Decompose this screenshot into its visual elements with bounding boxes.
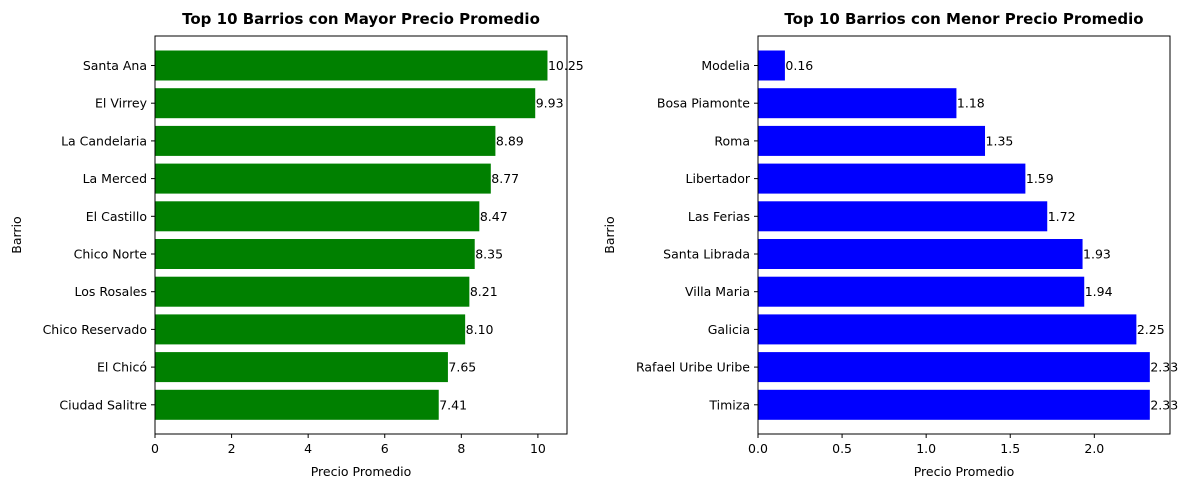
y-tick-label-2: Bosa Piamonte xyxy=(657,96,750,111)
data-label-1: 0.16 xyxy=(785,58,813,73)
bar-5 xyxy=(758,201,1048,232)
data-label-6: 8.35 xyxy=(475,247,503,262)
y-tick-label-1: Santa Ana xyxy=(83,58,147,73)
chart-panel-2: 0.16 Modelia 1.18 Bosa Piamonte 1.35 Roma 1.59… xyxy=(602,10,1178,479)
bar-2 xyxy=(758,88,957,119)
data-label-5: 8.47 xyxy=(480,209,508,224)
bar-4 xyxy=(155,163,491,194)
y-tick-label-10: Timiza xyxy=(708,397,750,412)
data-label-10: 2.33 xyxy=(1150,397,1178,412)
x-tick-label-4: 6 xyxy=(381,441,389,456)
x-tick-label-3: 1.0 xyxy=(916,441,936,456)
data-label-3: 8.89 xyxy=(496,133,524,148)
bar-5 xyxy=(155,201,480,232)
data-label-1: 10.25 xyxy=(548,58,584,73)
y-axis-label: Barrio xyxy=(9,216,24,253)
y-axis-label: Barrio xyxy=(602,216,617,253)
bar-6 xyxy=(758,239,1083,269)
data-label-9: 2.33 xyxy=(1150,360,1178,375)
bar-7 xyxy=(758,276,1085,307)
bar-3 xyxy=(155,125,496,156)
y-tick-label-10: Ciudad Salitre xyxy=(59,397,147,412)
data-label-9: 7.65 xyxy=(448,360,476,375)
y-tick-label-6: Chico Norte xyxy=(74,247,148,262)
bar-7 xyxy=(155,276,470,307)
bar-1 xyxy=(758,50,785,81)
bar-10 xyxy=(155,389,439,420)
y-tick-label-3: Roma xyxy=(714,133,750,148)
plot-frame xyxy=(757,35,1171,435)
y-tick-label-1: Modelia xyxy=(701,58,750,73)
bar-8 xyxy=(155,314,466,345)
bar-6 xyxy=(155,239,475,269)
y-tick-label-2: El Virrey xyxy=(95,96,148,111)
x-tick-label-5: 8 xyxy=(457,441,465,456)
data-label-2: 9.93 xyxy=(536,96,564,111)
x-tick-label-6: 10 xyxy=(530,441,546,456)
bar-9 xyxy=(155,352,448,383)
bar-4 xyxy=(758,163,1026,194)
x-axis-label: Precio Promedio xyxy=(311,464,412,479)
bar-2 xyxy=(155,88,536,119)
data-label-8: 2.25 xyxy=(1137,322,1165,337)
data-label-3: 1.35 xyxy=(986,133,1014,148)
data-label-4: 8.77 xyxy=(491,171,519,186)
data-label-6: 1.93 xyxy=(1083,247,1111,262)
y-tick-label-4: La Merced xyxy=(83,171,147,186)
data-label-4: 1.59 xyxy=(1026,171,1054,186)
y-tick-label-4: Libertador xyxy=(686,171,751,186)
x-tick-label-1: 0 xyxy=(151,441,159,456)
data-label-7: 1.94 xyxy=(1085,284,1113,299)
plot-frame xyxy=(154,35,568,435)
bar-9 xyxy=(758,352,1150,383)
x-tick-label-5: 2.0 xyxy=(1084,441,1104,456)
data-label-2: 1.18 xyxy=(957,96,985,111)
bar-3 xyxy=(758,125,986,156)
x-tick-label-1: 0.0 xyxy=(748,441,768,456)
y-tick-label-5: El Castillo xyxy=(86,209,147,224)
y-tick-label-9: El Chicó xyxy=(97,360,147,375)
y-tick-label-6: Santa Librada xyxy=(663,247,750,262)
data-label-10: 7.41 xyxy=(439,397,467,412)
x-tick-label-2: 0.5 xyxy=(832,441,852,456)
bar-10 xyxy=(758,389,1150,420)
x-axis-label: Precio Promedio xyxy=(914,464,1015,479)
y-tick-label-5: Las Ferias xyxy=(688,209,750,224)
bar-8 xyxy=(758,314,1137,345)
y-tick-label-8: Chico Reservado xyxy=(43,322,147,337)
x-tick-label-3: 4 xyxy=(304,441,312,456)
y-tick-label-8: Galicia xyxy=(708,322,750,337)
y-tick-label-7: Villa Maria xyxy=(685,284,750,299)
y-tick-label-3: La Candelaria xyxy=(61,133,147,148)
chart-panel-1: 10.25 Santa Ana 9.93 El Virrey 8.89 La Candel… xyxy=(9,10,584,479)
x-tick-label-2: 2 xyxy=(228,441,236,456)
data-label-8: 8.10 xyxy=(466,322,494,337)
chart-title: Top 10 Barrios con Menor Precio Promedio xyxy=(784,10,1143,28)
data-label-5: 1.72 xyxy=(1048,209,1076,224)
data-label-7: 8.21 xyxy=(470,284,498,299)
y-tick-label-7: Los Rosales xyxy=(75,284,148,299)
chart-title: Top 10 Barrios con Mayor Precio Promedio xyxy=(182,10,540,28)
x-tick-label-4: 1.5 xyxy=(1000,441,1020,456)
y-tick-label-9: Rafael Uribe Uribe xyxy=(636,360,750,375)
bar-1 xyxy=(155,50,548,81)
